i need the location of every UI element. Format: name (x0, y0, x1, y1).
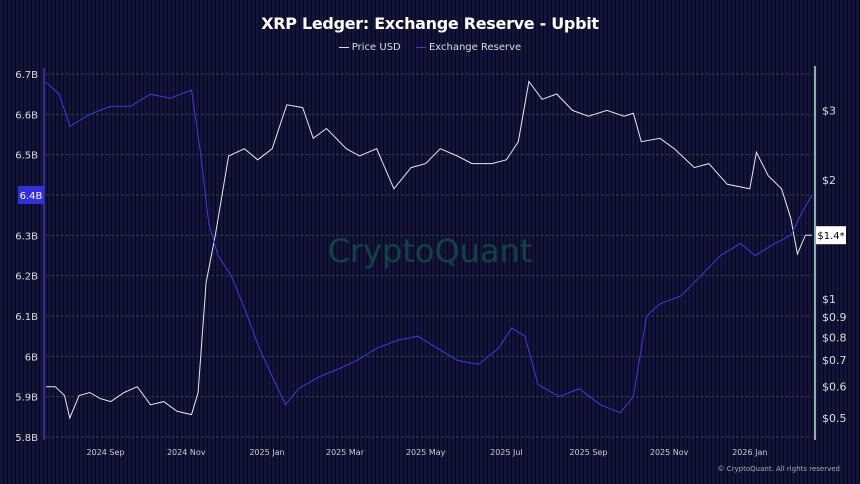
legend-item-price[interactable]: Price USD (338, 42, 401, 53)
left-tick-label: 6.7B (15, 70, 38, 81)
current-price-badge (816, 226, 846, 245)
x-tick-label: 2025 Mar (326, 448, 365, 457)
x-tick-label: 2025 Sep (569, 448, 607, 457)
left-tick-label: 6.1B (15, 312, 38, 323)
right-tick-label: $0.8 (822, 331, 847, 344)
right-tick-label: $0.9 (822, 311, 847, 324)
right-tick-label: $0.6 (822, 381, 847, 394)
right-tick-label: $1 (822, 293, 836, 306)
left-tick-label: 6.5B (15, 151, 38, 162)
right-tick-label: $3 (822, 104, 836, 117)
left-tick-label: 6B (25, 352, 38, 363)
x-tick-label: 2025 May (406, 448, 446, 457)
legend-item-reserve[interactable]: Exchange Reserve (415, 42, 521, 53)
current-reserve-badge (18, 186, 44, 204)
x-tick-label: 2026 Jan (732, 448, 767, 457)
right-tick-label: $0.7 (822, 354, 847, 367)
x-tick-label: 2025 Jul (490, 448, 523, 457)
watermark: CryptoQuant (328, 232, 533, 270)
right-tick-label: $2 (822, 174, 836, 187)
copyright: © CryptoQuant. All rights reserved (717, 465, 840, 473)
current-reserve-label: 6.4B (20, 191, 43, 202)
left-tick-label: 5.9B (15, 393, 38, 404)
current-price-label: $1.4* (817, 231, 844, 242)
price-line (46, 80, 812, 420)
left-tick-label: 6.2B (15, 272, 38, 283)
left-tick-label: 6.3B (15, 231, 38, 242)
reserve-line (45, 81, 813, 414)
legend: Price USD Exchange Reserve (0, 42, 860, 53)
left-tick-label: 5.8B (15, 433, 38, 444)
x-tick-label: 2025 Nov (650, 448, 689, 457)
left-tick-label: 6.6B (15, 110, 38, 121)
x-tick-label: 2025 Jan (249, 448, 284, 457)
right-tick-label: $0.5 (822, 412, 847, 425)
x-tick-label: 2024 Nov (167, 448, 206, 457)
x-tick-label: 2024 Sep (87, 448, 125, 457)
chart-title: XRP Ledger: Exchange Reserve - Upbit (261, 14, 599, 33)
